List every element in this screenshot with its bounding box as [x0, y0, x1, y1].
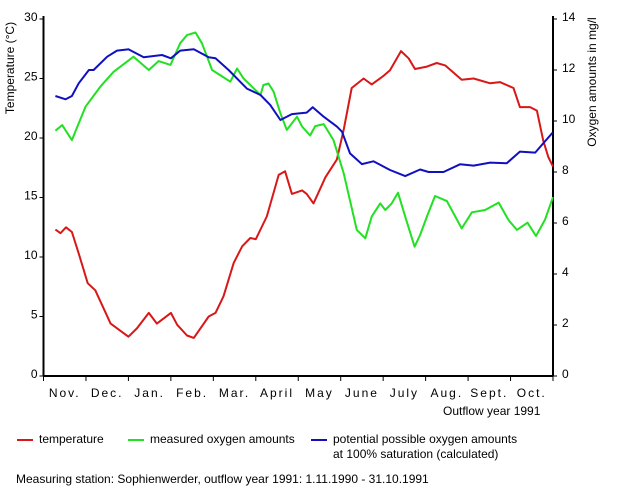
legend-label-potential-oxygen-2: at 100% saturation (calculated): [333, 447, 498, 461]
y-right-tick-label: 8: [562, 163, 569, 177]
x-tick-label: Sept.: [470, 386, 508, 400]
y-left-tick-label: 25: [24, 70, 38, 84]
y-right-tick-label: 14: [562, 10, 576, 24]
x-tick-label: April: [260, 386, 294, 400]
y-left-tick-label: 10: [24, 248, 38, 262]
legend-label-measured-oxygen: measured oxygen amounts: [150, 432, 295, 446]
y-right-tick-label: 4: [562, 265, 569, 279]
x-tick-label: May: [305, 386, 334, 400]
x-tick-label: Feb.: [176, 386, 208, 400]
x-axis-label: Outflow year 1991: [443, 404, 541, 418]
series-line-temperature: [54, 50, 554, 339]
x-tick-label: Nov.: [49, 386, 81, 400]
y-right-tick-label: 12: [562, 61, 576, 75]
footnote: Measuring station: Sophienwerder, outflo…: [16, 472, 429, 486]
y-right-tick-label: 10: [562, 112, 576, 126]
x-tick-label: Aug.: [431, 386, 464, 400]
y-left-tick-label: 20: [24, 129, 38, 143]
legend-label-potential-oxygen-1: potential possible oxygen amounts: [333, 432, 517, 446]
y-right-tick-label: 0: [562, 367, 569, 381]
x-tick-label: Jan.: [134, 386, 165, 400]
y-right-tick-label: 2: [562, 316, 569, 330]
y-axis-right-label: Oxygen amounts in mg/l: [585, 17, 599, 146]
y-left-tick-label: 15: [24, 189, 38, 203]
plot-area: 0 5 10 15 20 25 30 0 2 4 6 8 10 12 14 Nov. Dec. Jan. Feb. M…: [24, 10, 576, 400]
y-right-tick-label: 6: [562, 214, 569, 228]
y-axis-left-label: Temperature (°C): [3, 22, 17, 114]
x-tick-label: June: [345, 386, 379, 400]
y-left-tick-label: 0: [31, 367, 38, 381]
x-tick-label: Oct.: [517, 386, 547, 400]
series-line-measured-oxygen: [54, 31, 554, 248]
y-left-tick-label: 5: [31, 308, 38, 322]
y-left-tick-label: 30: [24, 10, 38, 24]
x-tick-label: Dec.: [91, 386, 124, 400]
x-tick-label: July: [390, 386, 419, 400]
series-line-potential-oxygen: [55, 48, 554, 178]
legend-label-temperature: temperature: [39, 432, 104, 446]
x-tick-label: Mar.: [219, 386, 250, 400]
